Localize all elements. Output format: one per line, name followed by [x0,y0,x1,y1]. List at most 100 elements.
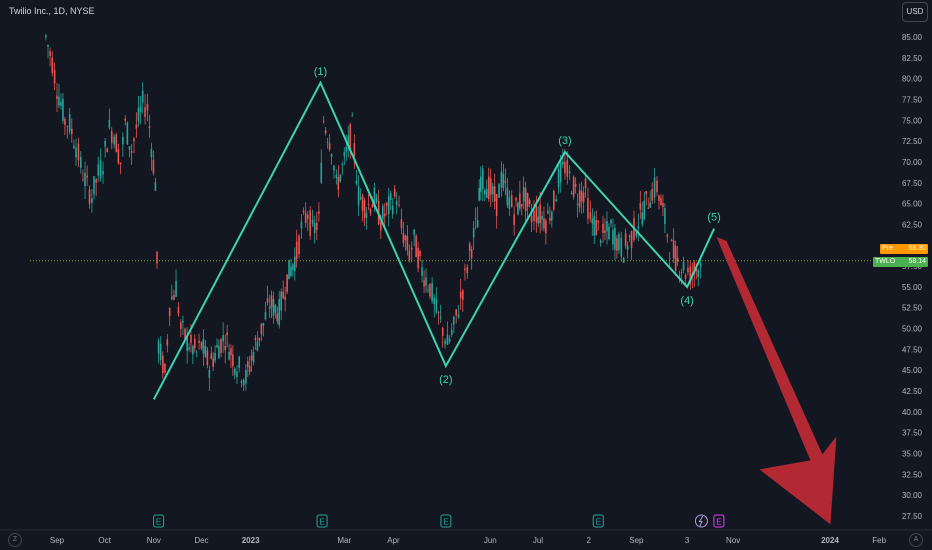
candle [539,191,541,234]
candle [584,172,587,198]
candle-body [71,128,73,135]
x-tick-label: Apr [387,536,400,545]
candle [288,260,290,280]
candle-body [670,239,673,242]
candle-body [256,341,259,351]
candle-body [328,143,331,150]
candle [152,150,155,176]
candle-body [551,212,553,221]
candle-body [58,96,60,106]
candle-body [146,103,149,111]
candle-body [56,95,58,99]
candle [268,294,271,319]
candle-body [60,102,62,106]
candle [689,261,692,291]
candle-body [212,358,214,367]
candle-body [293,256,296,272]
y-tick-label: 67.50 [902,179,923,188]
zoom-button-left[interactable]: Z [8,533,22,547]
candle-body [124,118,127,121]
candle-body [641,212,644,225]
candle [557,162,560,194]
candle-body [222,335,224,342]
candle-body [553,191,555,210]
candle-body [135,124,138,129]
candle-body [487,176,490,200]
candle [164,362,166,375]
candle [192,344,194,364]
candle-body [380,222,382,231]
candle-body [144,107,146,118]
candle [487,167,490,202]
candle-body [402,233,405,244]
candle [175,269,177,298]
x-tick-label: 2024 [821,536,839,545]
candle-body [383,213,386,217]
candle-body [513,214,515,225]
candle [624,228,627,249]
candle-body [568,171,571,174]
candle [462,288,464,313]
candle [423,270,425,294]
candle-body [84,172,86,187]
candle-body [168,308,171,317]
earnings-marker-label: E [443,518,448,527]
candle [485,179,488,199]
candle-body [226,332,228,336]
candle [541,211,543,231]
candle-body [324,130,327,134]
auto-scale-button[interactable]: A [909,533,923,547]
candle [353,134,356,169]
currency-button[interactable]: USD [902,2,928,22]
symbol-label: TWLO [875,258,896,265]
y-tick-label: 50.00 [902,325,923,334]
candle-body [152,159,155,174]
x-tick-label: Oct [98,536,111,545]
candle-body [304,212,307,223]
candle-body [363,200,366,218]
candle [664,203,666,234]
candle-body [210,353,213,359]
candle-body [678,275,681,277]
candle [457,304,460,319]
candle-body [184,328,186,340]
candle-body [582,192,585,203]
candle [47,44,49,59]
candle [670,238,673,242]
candle-body [474,218,477,220]
candle-body [541,215,543,220]
y-tick-label: 65.00 [902,200,923,209]
candle-body [604,230,606,233]
candle-body [408,250,411,261]
candle [549,206,551,225]
candle-body [262,323,265,326]
candle-body [66,126,69,128]
candle-body [620,237,623,257]
candle [313,215,316,244]
candle-body [224,345,227,351]
candle-body [472,228,475,238]
candle-body [381,205,384,220]
candle [68,107,71,135]
candle [658,194,660,210]
candle-body [415,235,417,257]
candle [676,246,679,266]
candle [483,188,486,202]
candle-body [589,212,592,220]
wave-label: (2) [439,374,452,386]
candle-body [481,168,484,190]
candle-body [429,283,431,297]
x-tick-label: Sep [629,536,644,545]
candle [280,288,283,321]
candle-body [322,121,325,122]
candle [250,349,253,372]
candle [606,211,608,245]
candle-body [522,187,525,202]
candle-body [248,366,251,372]
candle [171,284,173,301]
x-tick-label: Jul [533,536,543,545]
candle-body [347,135,350,149]
candle [298,233,300,259]
candle [311,209,314,227]
